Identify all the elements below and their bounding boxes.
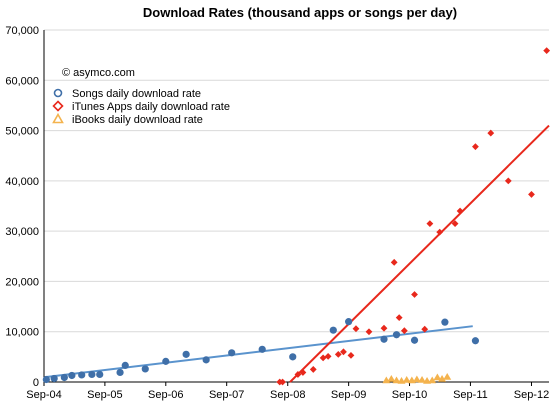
legend-item-songs: Songs daily download rate bbox=[53, 88, 201, 100]
legend-label-ibooks: iBooks daily download rate bbox=[72, 114, 203, 126]
songs-point bbox=[441, 318, 449, 326]
songs-point bbox=[258, 345, 266, 353]
songs-point bbox=[182, 350, 190, 358]
songs-point bbox=[116, 368, 124, 377]
apps-point bbox=[390, 258, 398, 266]
apps-point bbox=[324, 352, 332, 360]
apps-point bbox=[395, 314, 403, 322]
apps-point bbox=[400, 327, 408, 335]
y-tick-label: 20,000 bbox=[5, 276, 39, 288]
songs-point bbox=[68, 371, 76, 380]
ibooks-point bbox=[433, 373, 442, 381]
songs-point bbox=[42, 375, 50, 384]
y-tick-label: 10,000 bbox=[5, 327, 39, 339]
ibooks-point bbox=[443, 372, 452, 380]
apps-point bbox=[334, 350, 342, 358]
apps-point bbox=[279, 378, 286, 386]
apps-point bbox=[299, 369, 307, 376]
apps-point bbox=[380, 324, 388, 332]
apps-point bbox=[411, 291, 418, 298]
x-tick-label: Sep-08 bbox=[270, 389, 305, 401]
ibooks-point bbox=[402, 375, 411, 383]
songs-point bbox=[162, 357, 170, 365]
legend-item-ibooks: iBooks daily download rate bbox=[52, 112, 203, 126]
apps-point bbox=[487, 129, 495, 137]
axes: 0 10,000 20,000 30,000 40,000 50,000 60,000 70,… bbox=[5, 25, 549, 401]
y-tick-label: 40,000 bbox=[5, 176, 39, 188]
legend-label-apps: iTunes Apps daily download rate bbox=[72, 101, 230, 113]
legend: Songs daily download rate iTunes Apps da… bbox=[52, 88, 230, 126]
legend-label-songs: Songs daily download rate bbox=[72, 88, 201, 100]
songs-point bbox=[88, 370, 96, 379]
apps-point bbox=[421, 325, 429, 333]
ibooks-point bbox=[428, 376, 437, 384]
apps-point bbox=[347, 351, 355, 359]
chart-title: Download Rates (thousand apps or songs p… bbox=[143, 5, 457, 20]
apps-point bbox=[340, 348, 347, 356]
x-tick-label: Sep-11 bbox=[453, 389, 488, 401]
y-tick-label: 50,000 bbox=[5, 126, 39, 138]
apps-point bbox=[426, 220, 434, 227]
songs-point bbox=[141, 365, 149, 373]
apps-point bbox=[294, 371, 302, 378]
data-points bbox=[42, 47, 551, 386]
apps-point bbox=[456, 207, 464, 215]
x-tick-label: Sep-04 bbox=[26, 389, 61, 401]
x-tick-label: Sep-10 bbox=[392, 389, 427, 401]
apps-point bbox=[436, 228, 444, 236]
y-tick-label: 30,000 bbox=[5, 226, 39, 238]
apps-point bbox=[309, 366, 317, 373]
y-tick-label: 60,000 bbox=[5, 75, 39, 87]
ibooks-point bbox=[418, 375, 427, 383]
gridlines bbox=[44, 29, 549, 333]
songs-point bbox=[410, 336, 419, 344]
apps-point bbox=[472, 143, 479, 151]
apps-point bbox=[543, 47, 551, 55]
songs-point bbox=[289, 353, 297, 361]
songs-point bbox=[345, 318, 353, 326]
trendline bbox=[289, 124, 550, 383]
x-tick-label: Sep-09 bbox=[331, 389, 366, 401]
ibooks-point bbox=[392, 376, 401, 384]
songs-point bbox=[471, 337, 480, 345]
legend-marker-ibooks-triangle bbox=[52, 112, 64, 124]
apps-point bbox=[352, 325, 360, 333]
songs-point bbox=[121, 361, 129, 370]
songs-point bbox=[380, 335, 388, 343]
legend-marker-apps-diamond bbox=[52, 100, 64, 112]
apps-point bbox=[504, 177, 512, 185]
x-tick-label: Sep-12 bbox=[514, 389, 549, 401]
ibooks-point bbox=[387, 374, 396, 382]
songs-point bbox=[96, 370, 104, 379]
apps-point bbox=[365, 328, 373, 336]
apps-point bbox=[319, 354, 327, 362]
songs-point bbox=[60, 373, 68, 382]
songs-point bbox=[228, 349, 236, 357]
x-tick-label: Sep-06 bbox=[148, 389, 183, 401]
ibooks-point bbox=[438, 374, 447, 382]
x-tick-label: Sep-07 bbox=[209, 389, 244, 401]
x-tick-label: Sep-05 bbox=[87, 389, 122, 401]
apps-point bbox=[451, 220, 459, 227]
y-tick-label: 0 bbox=[33, 377, 39, 389]
copyright-annotation: © asymco.com bbox=[62, 67, 135, 79]
apps-point bbox=[528, 191, 535, 198]
legend-item-apps: iTunes Apps daily download rate bbox=[52, 100, 230, 113]
ibooks-point bbox=[412, 375, 421, 383]
songs-point bbox=[329, 326, 337, 334]
legend-marker-songs-circle bbox=[53, 88, 63, 98]
songs-point bbox=[392, 331, 401, 339]
songs-point bbox=[50, 374, 58, 383]
songs-point bbox=[78, 371, 86, 379]
y-tick-label: 70,000 bbox=[5, 25, 39, 37]
songs-point bbox=[202, 356, 210, 364]
